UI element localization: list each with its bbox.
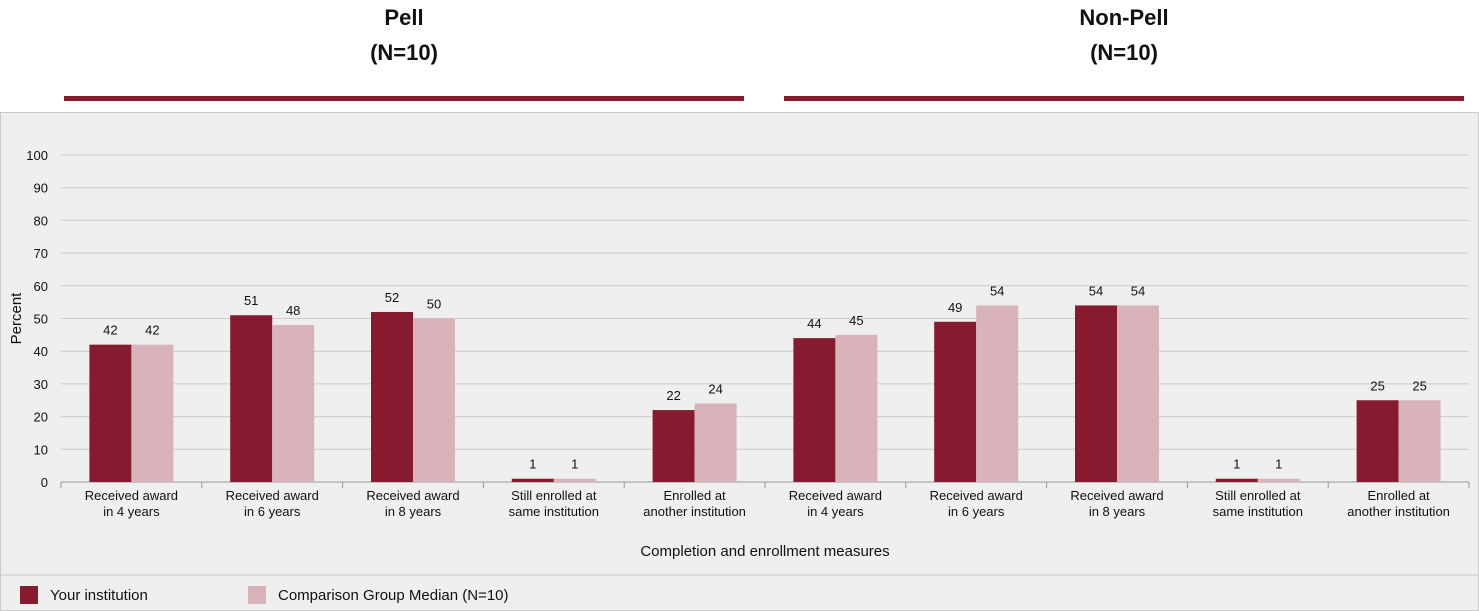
bar-comparison — [1117, 305, 1159, 482]
x-tick-label: Received award — [366, 488, 459, 503]
bar-your-institution — [652, 410, 695, 482]
data-label: 25 — [1412, 378, 1426, 393]
group-title-non-pell: Non-Pell — [1079, 5, 1169, 30]
legend-item-comparison: Comparison Group Median (N=10) — [248, 586, 509, 604]
y-tick-label: 40 — [34, 344, 48, 359]
y-axis-title: Percent — [8, 292, 25, 345]
data-label: 42 — [103, 323, 117, 338]
data-label: 51 — [244, 293, 258, 308]
x-tick-label: in 6 years — [948, 504, 1005, 519]
legend-swatch-comparison — [248, 586, 266, 604]
data-label: 54 — [990, 283, 1004, 298]
bar-comparison — [1257, 478, 1300, 482]
bar-comparison — [553, 478, 596, 482]
data-label: 1 — [571, 457, 578, 472]
bar-comparison — [976, 305, 1019, 482]
x-tick-label: another institution — [643, 504, 746, 519]
data-label: 1 — [1275, 457, 1282, 472]
y-tick-label: 50 — [34, 312, 48, 327]
y-tick-label: 0 — [41, 475, 48, 490]
x-tick-label: Enrolled at — [664, 488, 727, 503]
y-tick-label: 100 — [26, 148, 48, 163]
bar-your-institution — [1075, 305, 1117, 482]
group-rule-non-pell — [784, 96, 1464, 101]
bar-your-institution — [511, 478, 554, 482]
group-header-non-pell: Non-Pell (N=10) — [784, 0, 1464, 70]
y-tick-label: 30 — [34, 377, 48, 392]
data-label: 22 — [666, 388, 680, 403]
data-label: 54 — [1089, 283, 1103, 298]
bar-comparison — [694, 403, 737, 482]
bar-comparison — [1398, 400, 1441, 482]
bar-comparison — [272, 325, 315, 482]
group-title-pell: Pell — [384, 5, 424, 30]
y-tick-label: 10 — [34, 442, 48, 457]
x-tick-label: same institution — [509, 504, 599, 519]
bar-chart: 0 10 20 30 40 50 60 70 80 90 100 42 42 Received award… — [1, 148, 1478, 576]
data-label: 54 — [1131, 283, 1145, 298]
data-label: 24 — [708, 382, 722, 397]
bar-your-institution — [230, 315, 273, 482]
group-n-non-pell: (N=10) — [1090, 40, 1158, 65]
x-axis-title: Completion and enrollment measures — [640, 543, 889, 560]
legend-swatch-your-institution — [20, 586, 38, 604]
bar-your-institution — [793, 338, 836, 482]
x-tick-label: in 6 years — [244, 504, 301, 519]
bar-your-institution — [1356, 400, 1399, 482]
bar-your-institution — [371, 311, 413, 482]
x-tick-label: in 8 years — [1089, 504, 1146, 519]
data-label: 50 — [427, 297, 441, 312]
x-tick-label: Still enrolled at — [1215, 488, 1301, 503]
x-tick-label: in 4 years — [807, 504, 864, 519]
x-tick-label: Received award — [789, 488, 882, 503]
y-tick-label: 20 — [34, 410, 48, 425]
x-tick-label: Received award — [930, 488, 1023, 503]
legend-label-comparison: Comparison Group Median (N=10) — [278, 586, 509, 604]
data-label: 48 — [286, 303, 300, 318]
data-label: 1 — [1233, 457, 1240, 472]
x-tick-label: in 4 years — [103, 504, 160, 519]
bar-your-institution — [1215, 478, 1258, 482]
data-label: 44 — [807, 316, 821, 331]
legend-item-your-institution: Your institution — [20, 586, 148, 604]
x-tick-label: Received award — [1070, 488, 1163, 503]
y-tick-label: 60 — [34, 279, 48, 294]
x-tick-label: Still enrolled at — [511, 488, 597, 503]
y-tick-label: 90 — [34, 181, 48, 196]
legend-label-your-institution: Your institution — [50, 586, 148, 604]
bar-comparison — [413, 318, 455, 482]
bar-your-institution — [934, 321, 977, 482]
x-tick-label: same institution — [1213, 504, 1303, 519]
chart-panel: 0 10 20 30 40 50 60 70 80 90 100 42 42 Received award… — [0, 112, 1479, 611]
x-tick-label: Received award — [85, 488, 178, 503]
bar-your-institution — [89, 344, 132, 482]
data-label: 52 — [385, 290, 399, 305]
y-tick-label: 80 — [34, 213, 48, 228]
data-label: 45 — [849, 313, 863, 328]
group-header-pell: Pell (N=10) — [64, 0, 744, 70]
data-label: 49 — [948, 300, 962, 315]
x-tick-label: in 8 years — [385, 504, 442, 519]
x-tick-label: another institution — [1347, 504, 1450, 519]
x-tick-label: Received award — [226, 488, 319, 503]
group-rule-pell — [64, 96, 744, 101]
data-label: 1 — [529, 457, 536, 472]
group-n-pell: (N=10) — [370, 40, 438, 65]
x-tick-label: Enrolled at — [1368, 488, 1431, 503]
bar-comparison — [131, 344, 174, 482]
data-label: 42 — [145, 323, 159, 338]
y-tick-label: 70 — [34, 246, 48, 261]
data-label: 25 — [1370, 378, 1384, 393]
bar-comparison — [835, 334, 878, 482]
